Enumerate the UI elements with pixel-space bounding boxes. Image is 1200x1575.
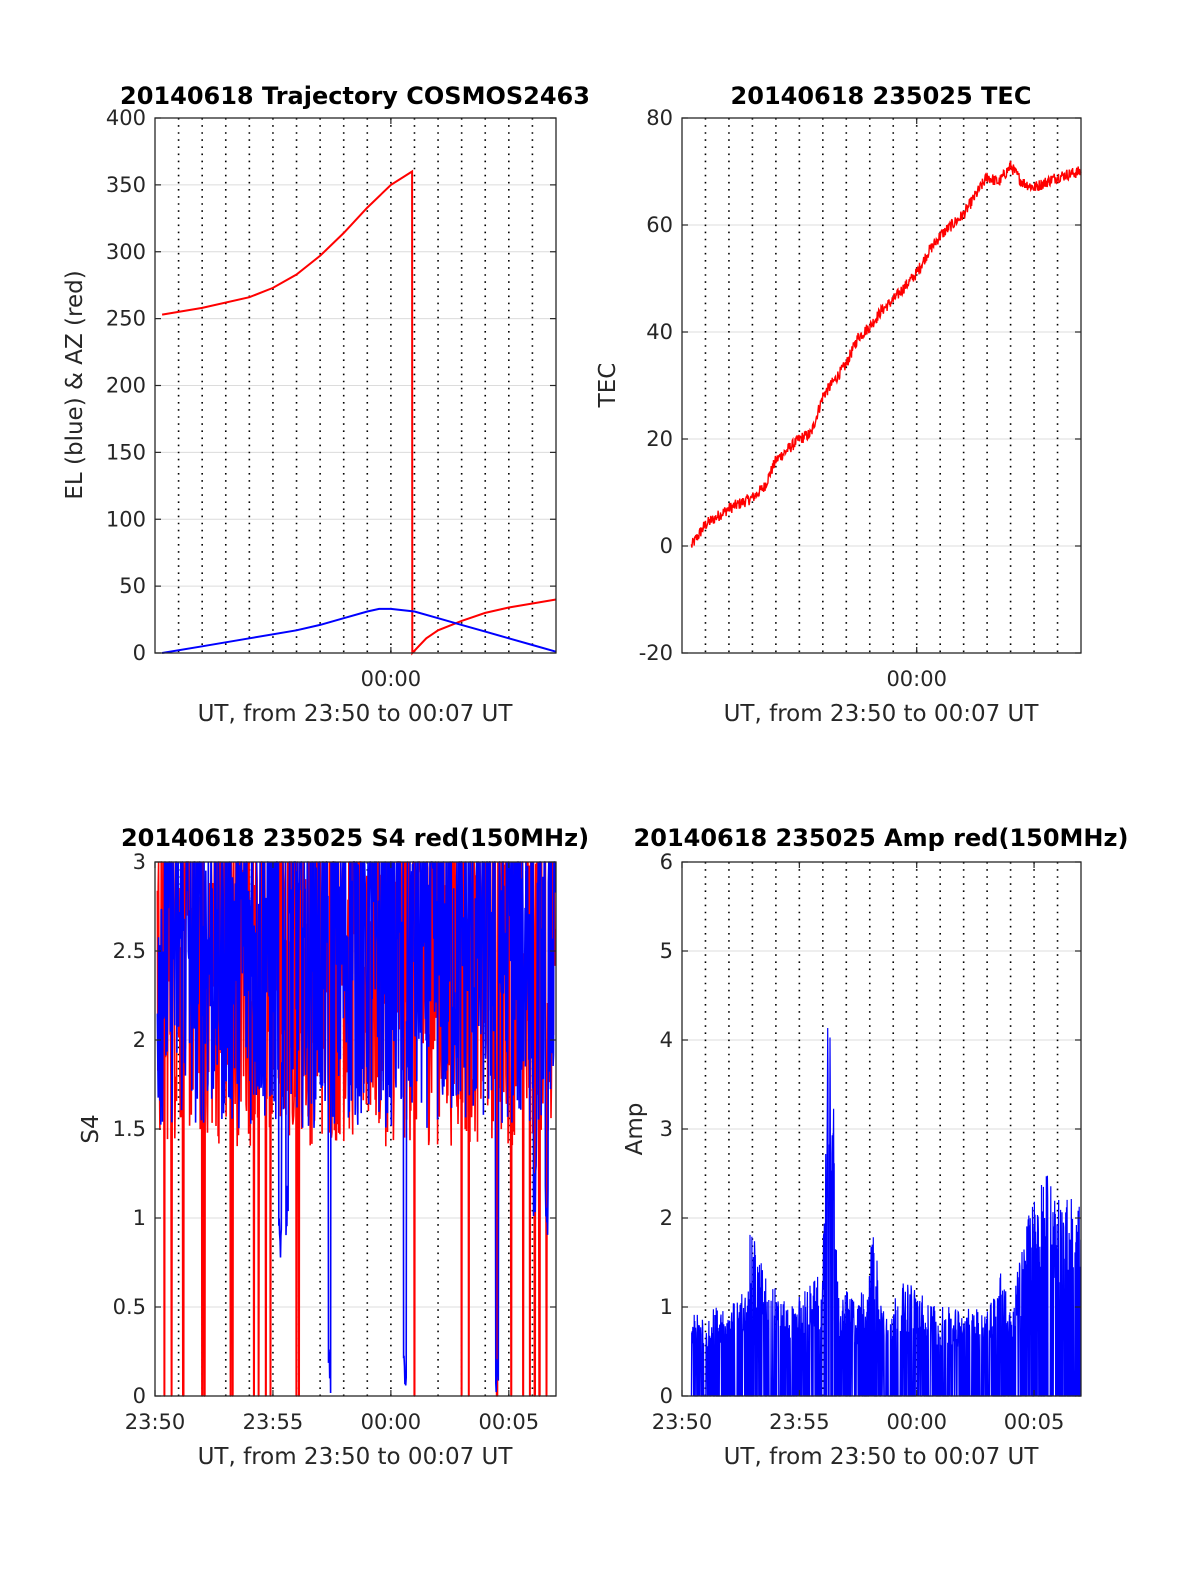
y-tick-label: 2 <box>133 1028 146 1052</box>
y-tick-label: 150 <box>106 440 146 464</box>
x-tick-label: 00:00 <box>361 667 422 691</box>
y-tick-label: 1.5 <box>113 1117 146 1141</box>
chart-title: 20140618 235025 TEC <box>731 82 1032 110</box>
x-tick-label: 00:05 <box>479 1410 540 1434</box>
x-tick-label: 23:55 <box>769 1410 830 1434</box>
y-axis-label: TEC <box>595 363 621 409</box>
x-tick-label: 00:05 <box>1004 1410 1065 1434</box>
y-tick-label: 200 <box>106 374 146 398</box>
series-layer <box>690 160 1082 548</box>
chart-trajectory: 20140618 Trajectory COSMOS2463 0 50 100 150… <box>62 82 590 727</box>
series-el-line <box>161 607 557 654</box>
y-tick-label: 1 <box>133 1206 146 1230</box>
y-tick-label: -20 <box>639 641 673 665</box>
chart-amp: 20140618 235025 Amp red(150MHz) 0 1 2 3 4 5 6 2… <box>622 824 1128 1470</box>
series-tec-line <box>690 160 1082 548</box>
y-axis-label: S4 <box>78 1114 104 1143</box>
x-axis-label: UT, from 23:50 to 00:07 UT <box>724 1444 1040 1470</box>
series-layer <box>161 169 557 656</box>
y-tick-label: 6 <box>660 850 673 874</box>
chart-title: 20140618 235025 S4 red(150MHz) <box>121 824 589 852</box>
tick-layer: 0 50 100 150 200 250 300 350 400 00:00 <box>106 106 556 691</box>
y-tick-label: 1 <box>660 1295 673 1319</box>
y-tick-label: 3 <box>660 1117 673 1141</box>
chart-title: 20140618 235025 Amp red(150MHz) <box>634 824 1129 852</box>
x-tick-label: 23:50 <box>125 1410 186 1434</box>
y-tick-label: 350 <box>106 173 146 197</box>
tick-layer: -20 0 20 40 60 80 00:00 <box>639 106 1081 691</box>
x-axis-label: UT, from 23:50 to 00:07 UT <box>198 1444 514 1470</box>
tick-layer: 0 1 2 3 4 5 6 23:50 23:55 00:00 00:05 <box>652 850 1081 1434</box>
y-tick-label: 50 <box>119 574 146 598</box>
x-tick-label: 23:50 <box>652 1410 713 1434</box>
y-tick-label: 0 <box>660 1384 673 1408</box>
y-tick-label: 20 <box>646 427 673 451</box>
y-tick-label: 250 <box>106 307 146 331</box>
y-tick-label: 80 <box>646 106 673 130</box>
grid <box>682 118 1081 653</box>
chart-tec: 20140618 235025 TEC -20 0 20 40 60 80 00:00 UT… <box>595 82 1082 727</box>
y-tick-label: 2.5 <box>113 939 146 963</box>
y-tick-label: 3 <box>133 850 146 874</box>
y-tick-label: 2 <box>660 1206 673 1230</box>
x-tick-label: 00:00 <box>886 1410 947 1434</box>
y-tick-label: 4 <box>660 1028 673 1052</box>
chart-s4: 20140618 235025 S4 red(150MHz) 0 0.5 1 1.5 2… <box>78 824 589 1470</box>
axes-box <box>681 117 1082 654</box>
y-tick-label: 0.5 <box>113 1295 146 1319</box>
y-tick-label: 40 <box>646 320 673 344</box>
y-tick-label: 5 <box>660 939 673 963</box>
grid <box>155 118 556 653</box>
y-tick-label: 0 <box>133 641 146 665</box>
x-tick-label: 00:00 <box>361 1410 422 1434</box>
x-axis-label: UT, from 23:50 to 00:07 UT <box>198 701 514 727</box>
chart-title: 20140618 Trajectory COSMOS2463 <box>120 82 590 110</box>
y-tick-label: 300 <box>106 240 146 264</box>
y-tick-label: 400 <box>106 106 146 130</box>
y-tick-label: 0 <box>133 1384 146 1408</box>
y-tick-label: 100 <box>106 507 146 531</box>
series-az-line <box>161 169 557 656</box>
tick-layer: 0 0.5 1 1.5 2 2.5 3 23:50 23:55 00:00 00:05 <box>113 850 556 1434</box>
x-tick-label: 00:00 <box>886 667 947 691</box>
y-axis-label: EL (blue) & AZ (red) <box>62 270 88 499</box>
y-tick-label: 0 <box>660 534 673 558</box>
x-tick-label: 23:55 <box>243 1410 304 1434</box>
series-s4-blue <box>156 861 557 1394</box>
y-axis-label: Amp <box>622 1103 648 1156</box>
x-axis-label: UT, from 23:50 to 00:07 UT <box>724 701 1040 727</box>
y-tick-label: 60 <box>646 213 673 237</box>
